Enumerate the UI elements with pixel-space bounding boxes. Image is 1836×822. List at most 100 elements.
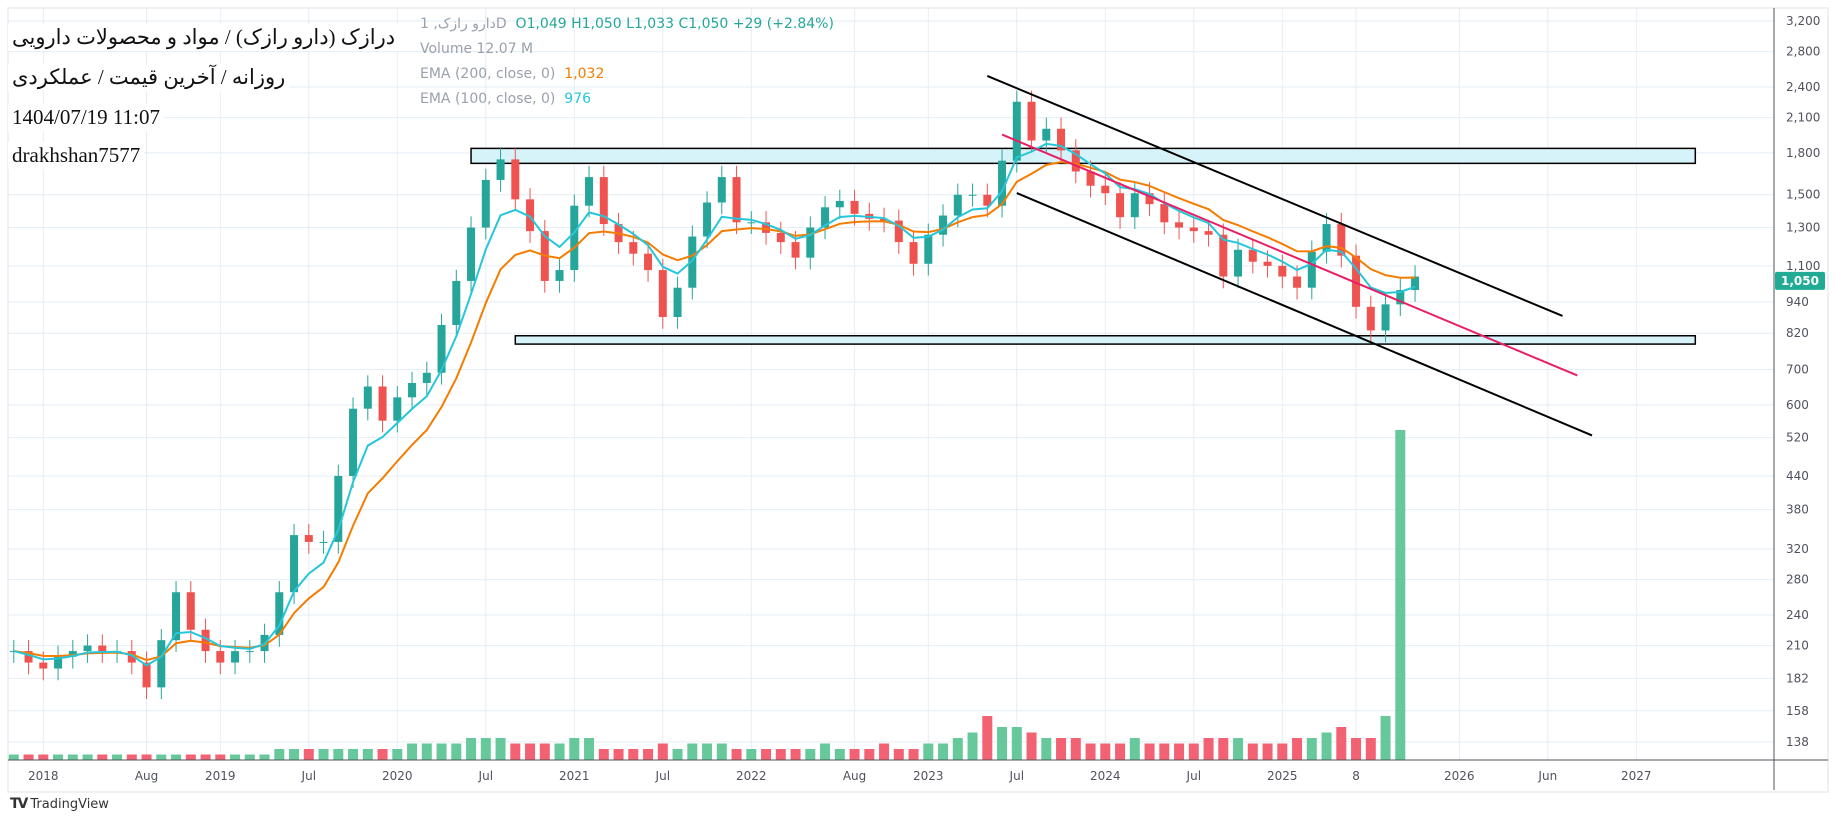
candle-body <box>1411 276 1420 291</box>
price-tick-label: 380 <box>1786 503 1809 517</box>
volume-bar <box>451 743 462 760</box>
candle-body <box>452 280 461 325</box>
candle-body <box>1263 261 1272 266</box>
volume-bar <box>244 754 255 760</box>
candle <box>1219 223 1228 289</box>
volume-bar <box>893 749 904 760</box>
time-axis[interactable]: 2018 Aug 2019 Jul 2020 Jul 2021 Jul 2022 Aug 2023 J… <box>28 769 1652 783</box>
candle <box>599 165 608 236</box>
time-tick-label: Jul <box>1186 769 1201 783</box>
volume-bar <box>1292 738 1303 760</box>
candle-body <box>1175 222 1184 228</box>
volume-bar <box>1129 738 1140 760</box>
candle-body <box>334 475 343 542</box>
candle-body <box>924 234 933 264</box>
volume-bar <box>1174 743 1185 760</box>
candle-body <box>393 397 402 421</box>
candle <box>673 276 682 329</box>
candle-body <box>703 202 712 237</box>
volume-bar <box>495 738 506 760</box>
price-axis[interactable]: 3,200 2,800 2,400 2,100 1,800 1,500 1,300 1,100… <box>1786 14 1820 749</box>
candle-body <box>172 592 181 641</box>
volume-bar <box>657 743 668 760</box>
volume-bar <box>8 754 19 760</box>
candle <box>1322 212 1331 264</box>
legend-ema200-value: 1,032 <box>564 66 605 82</box>
candle <box>98 634 107 663</box>
candle-body <box>39 662 48 669</box>
volume-bar <box>938 743 949 760</box>
last-price-box <box>1775 271 1825 290</box>
volume-bar <box>775 749 786 760</box>
volume-bar <box>392 749 403 760</box>
candle <box>747 211 756 235</box>
volume-bar <box>672 749 683 760</box>
candle <box>378 375 387 433</box>
candle <box>24 639 33 675</box>
symbol-title: درازک (دارو رازک) / مواد و محصولات داروی… <box>8 24 400 51</box>
candle-body <box>216 651 225 663</box>
chart-settings-text: روزانه / آخرین قیمت / عملکردی <box>8 64 290 91</box>
time-tick-label: Jul <box>301 769 316 783</box>
candle-body <box>422 372 431 383</box>
volume-bar <box>569 738 580 760</box>
volume-bar <box>436 743 447 760</box>
candle <box>968 183 977 207</box>
candle-body <box>1101 185 1110 194</box>
price-tick-label: 520 <box>1786 431 1809 445</box>
volume-bars <box>8 430 1406 760</box>
candle <box>791 230 800 270</box>
candle <box>850 189 859 226</box>
candle-body <box>1248 249 1257 262</box>
candle <box>1071 139 1080 184</box>
candle-body <box>408 382 417 398</box>
volume-bar <box>1306 738 1317 760</box>
candle-body <box>1145 193 1154 205</box>
candle-body <box>1086 171 1095 186</box>
volume-bar <box>185 754 196 760</box>
candle <box>349 397 358 488</box>
price-tick-label: 182 <box>1786 671 1809 685</box>
price-tick-label: 440 <box>1786 469 1809 483</box>
chart-legend: دارو رازک, 1D O1,049 H1,050 L1,033 C1,05… <box>420 12 834 112</box>
trend-lines[interactable] <box>986 75 1593 437</box>
ema-lines <box>13 142 1416 667</box>
candle <box>998 149 1007 218</box>
candle <box>1175 211 1184 240</box>
time-tick-label: Jun <box>1537 769 1557 783</box>
legend-volume: Volume 12.07 M <box>420 41 534 57</box>
volume-bar <box>952 738 963 760</box>
volume-bar <box>1144 743 1155 760</box>
volume-bar <box>333 749 344 760</box>
candle-body <box>1204 231 1213 235</box>
candle <box>1411 265 1420 302</box>
candle-body <box>688 236 697 288</box>
candle-body <box>983 194 992 206</box>
zone-rectangles[interactable] <box>470 147 1697 345</box>
candle <box>157 628 166 700</box>
candle <box>732 165 741 235</box>
candle <box>555 258 564 293</box>
candle-body <box>245 651 254 653</box>
volume-bar <box>1365 738 1376 760</box>
time-tick-label: Jul <box>655 769 670 783</box>
volume-bar <box>362 749 373 760</box>
candle-body <box>939 215 948 235</box>
time-tick-label: 2022 <box>736 769 767 783</box>
trend-line <box>1016 192 1593 437</box>
trend-line <box>986 75 1563 317</box>
candle-body <box>1381 304 1390 331</box>
candle <box>880 207 889 233</box>
time-tick-label: 2018 <box>28 769 59 783</box>
time-tick-label: 2027 <box>1621 769 1652 783</box>
volume-bar <box>805 749 816 760</box>
tradingview-logo[interactable]: TV TradingView <box>10 796 109 812</box>
volume-bar <box>23 754 34 760</box>
candle-body <box>186 592 195 630</box>
candle <box>481 168 490 240</box>
zone-rectangle <box>514 334 1697 345</box>
volume-bar <box>318 749 329 760</box>
candle <box>1381 293 1390 343</box>
candle-body <box>496 159 505 180</box>
